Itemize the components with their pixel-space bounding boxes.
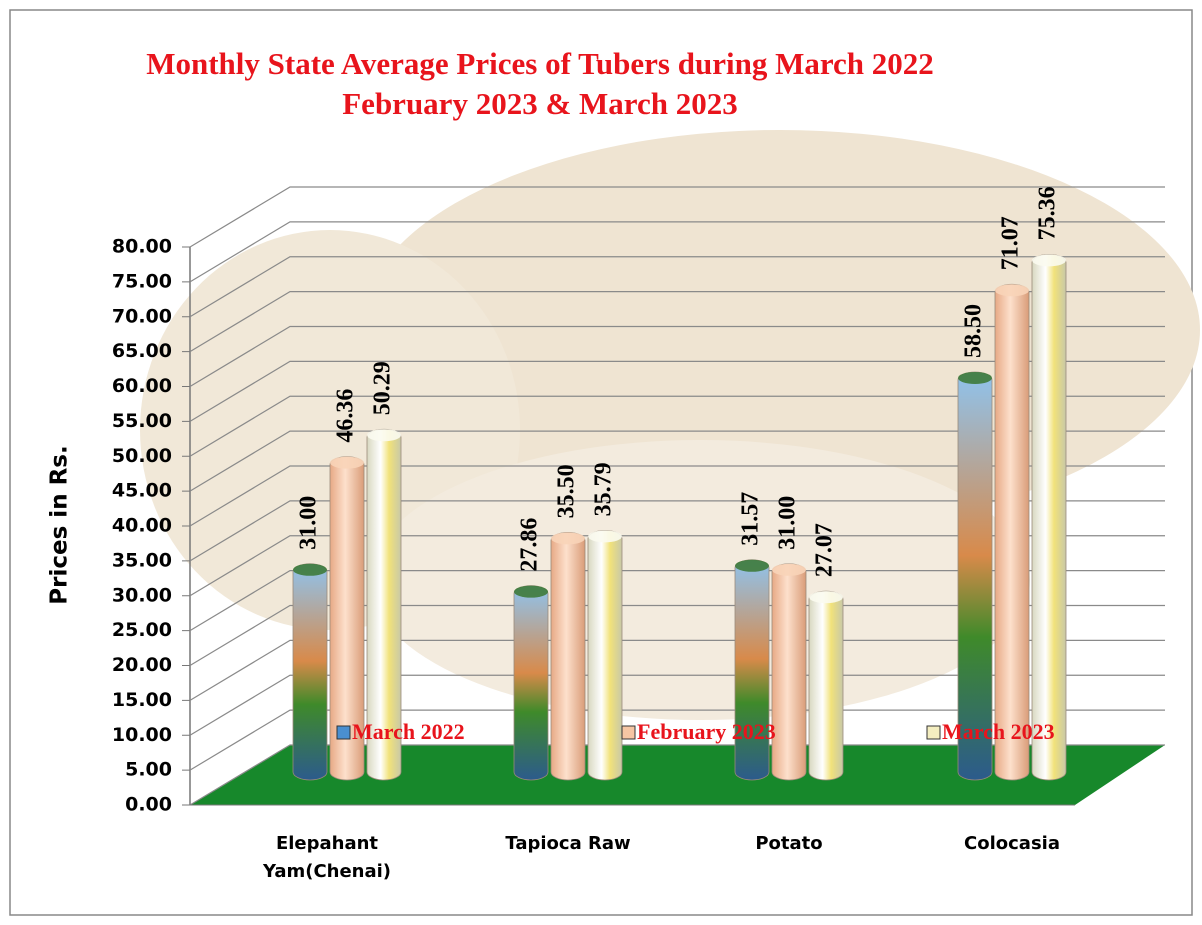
grid-line <box>189 430 1165 492</box>
y-tick-label: 65.00 <box>112 340 172 362</box>
bar-cap <box>772 563 806 576</box>
legend-label: March 2022 <box>352 719 465 744</box>
grid-line <box>189 674 1165 736</box>
grid-line <box>189 360 1165 422</box>
x-tick-label: Potato <box>755 833 823 854</box>
x-tick-label: Tapioca Raw <box>505 833 631 854</box>
bar <box>994 283 1030 781</box>
grid-line <box>189 500 1165 562</box>
y-tick-label: 0.00 <box>125 794 172 816</box>
grid-line <box>189 744 1165 806</box>
bar <box>292 563 328 781</box>
data-label: 71.07 <box>998 216 1024 270</box>
x-tick-label: Colocasia <box>964 833 1060 854</box>
bar <box>1031 253 1067 781</box>
floor <box>190 745 1165 805</box>
legend-label: March 2023 <box>942 719 1055 744</box>
data-label: 31.00 <box>775 496 801 550</box>
grid-line <box>189 604 1165 667</box>
grid-line <box>189 535 1165 597</box>
bar <box>587 529 623 781</box>
bar <box>808 590 844 781</box>
data-label: 31.57 <box>738 492 764 546</box>
y-tick-label: 40.00 <box>112 515 172 537</box>
y-tick-label: 70.00 <box>112 305 172 327</box>
y-tick-label: 55.00 <box>112 410 172 432</box>
grid-line <box>189 256 1165 318</box>
chart-title: Monthly State Average Prices of Tubers d… <box>146 46 934 121</box>
data-label: 75.36 <box>1035 186 1061 240</box>
bar-cap <box>293 563 327 576</box>
bar <box>771 563 807 781</box>
data-label: 31.00 <box>296 496 322 550</box>
data-label: 46.36 <box>333 389 359 443</box>
grid-line <box>189 709 1165 771</box>
y-tick-label: 10.00 <box>112 724 172 746</box>
bar <box>550 531 586 781</box>
legend-swatch <box>926 725 941 740</box>
grid-line <box>189 325 1165 388</box>
grid-line <box>189 570 1165 632</box>
frame <box>9 9 1193 916</box>
bar-cap <box>809 591 843 604</box>
bar-cap <box>514 585 548 598</box>
y-tick-label: 25.00 <box>112 619 172 641</box>
bar <box>734 559 770 781</box>
legend-swatch <box>336 725 351 740</box>
bar-cap <box>588 530 622 543</box>
data-label: 35.79 <box>591 462 617 516</box>
grid-line <box>189 291 1165 353</box>
y-tick-label: 80.00 <box>112 236 172 258</box>
bar-cap <box>995 284 1029 297</box>
bg-potato <box>370 440 1030 720</box>
data-label: 58.50 <box>961 304 987 358</box>
grid-line <box>189 186 1165 248</box>
y-tick-label: 45.00 <box>112 480 172 502</box>
grid-line <box>189 639 1165 701</box>
bar-cap <box>735 559 769 572</box>
data-label: 50.29 <box>370 361 396 415</box>
bar-cap <box>367 429 401 442</box>
y-tick-label: 20.00 <box>112 654 172 676</box>
y-tick-label: 60.00 <box>112 375 172 397</box>
title-bg <box>90 40 990 128</box>
grid-line <box>189 221 1165 283</box>
legend-swatch <box>621 725 636 740</box>
y-tick-label: 5.00 <box>125 759 172 781</box>
bar <box>513 585 549 781</box>
y-tick-label: 75.00 <box>112 270 172 292</box>
y-axis-label: Prices in Rs. <box>47 445 73 604</box>
y-tick-label: 35.00 <box>112 549 172 571</box>
legend-label: February 2023 <box>637 719 776 744</box>
y-tick-label: 15.00 <box>112 689 172 711</box>
y-tick-label: 50.00 <box>112 445 172 467</box>
data-label: 35.50 <box>554 464 580 518</box>
data-label: 27.07 <box>812 523 838 577</box>
bar-cap <box>958 371 992 384</box>
grid-line <box>189 395 1165 457</box>
y-tick-label: 30.00 <box>112 584 172 606</box>
bar-cap <box>330 456 364 469</box>
x-tick-label: Elepahant Yam(Chenai) <box>262 833 392 882</box>
data-label: 27.86 <box>517 518 543 572</box>
bar-cap <box>1032 254 1066 267</box>
grid-line <box>189 465 1165 527</box>
bar-cap <box>551 532 585 545</box>
